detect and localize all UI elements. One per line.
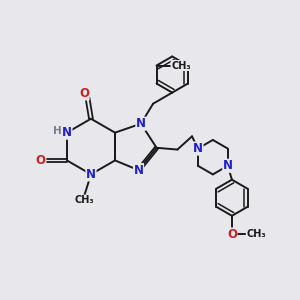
Text: O: O [36, 154, 46, 167]
Text: N: N [223, 159, 233, 172]
Text: N: N [193, 142, 203, 155]
Text: N: N [136, 117, 146, 130]
Text: H: H [53, 126, 62, 136]
Text: N: N [134, 164, 143, 177]
Text: O: O [79, 87, 89, 100]
Text: O: O [227, 228, 237, 241]
Text: N: N [62, 126, 72, 139]
Text: CH₃: CH₃ [75, 195, 94, 205]
Text: CH₃: CH₃ [246, 229, 266, 239]
Text: N: N [86, 168, 96, 181]
Text: CH₃: CH₃ [171, 61, 191, 70]
